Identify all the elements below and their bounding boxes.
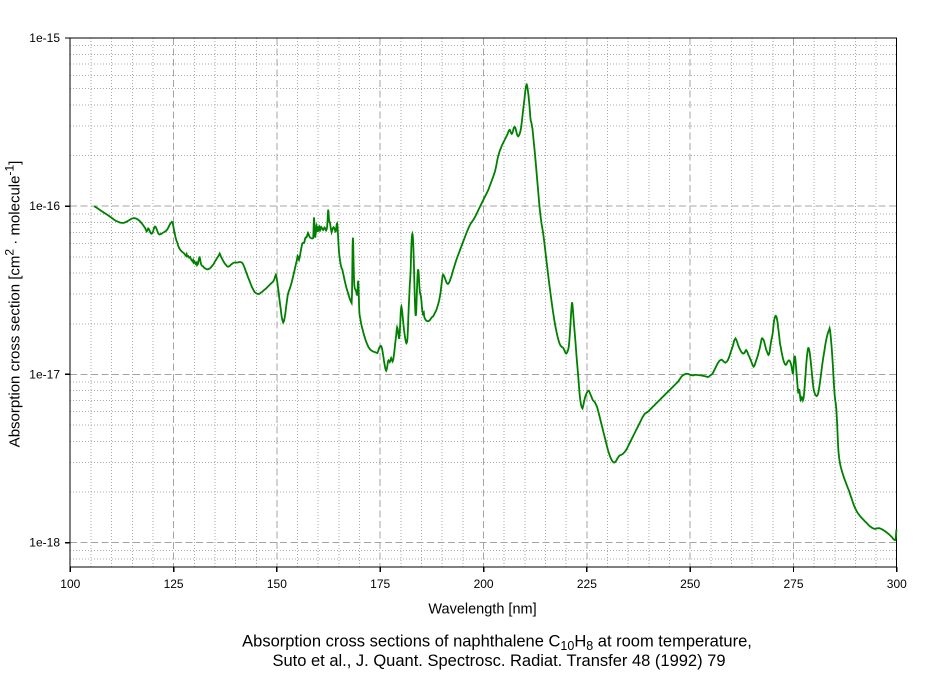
svg-text:1e-15: 1e-15 <box>29 31 60 45</box>
svg-text:1e-17: 1e-17 <box>29 367 60 381</box>
svg-text:1e-16: 1e-16 <box>29 199 60 213</box>
svg-text:275: 275 <box>783 577 803 591</box>
svg-text:225: 225 <box>577 577 597 591</box>
svg-text:100: 100 <box>60 577 80 591</box>
svg-text:300: 300 <box>887 577 907 591</box>
svg-text:250: 250 <box>680 577 700 591</box>
svg-text:1e-18: 1e-18 <box>29 536 60 550</box>
svg-text:Absorption cross section [cm2: Absorption cross section [cm2 · molecule… <box>3 161 24 448</box>
svg-text:175: 175 <box>370 577 390 591</box>
svg-text:Suto et al., J. Quant. Spectro: Suto et al., J. Quant. Spectrosc. Radiat… <box>272 652 725 670</box>
svg-text:150: 150 <box>267 577 287 591</box>
svg-text:125: 125 <box>164 577 184 591</box>
svg-text:Absorption cross sections of n: Absorption cross sections of naphthalene… <box>242 633 752 654</box>
svg-text:200: 200 <box>474 577 494 591</box>
svg-text:Wavelength [nm]: Wavelength [nm] <box>428 602 536 618</box>
